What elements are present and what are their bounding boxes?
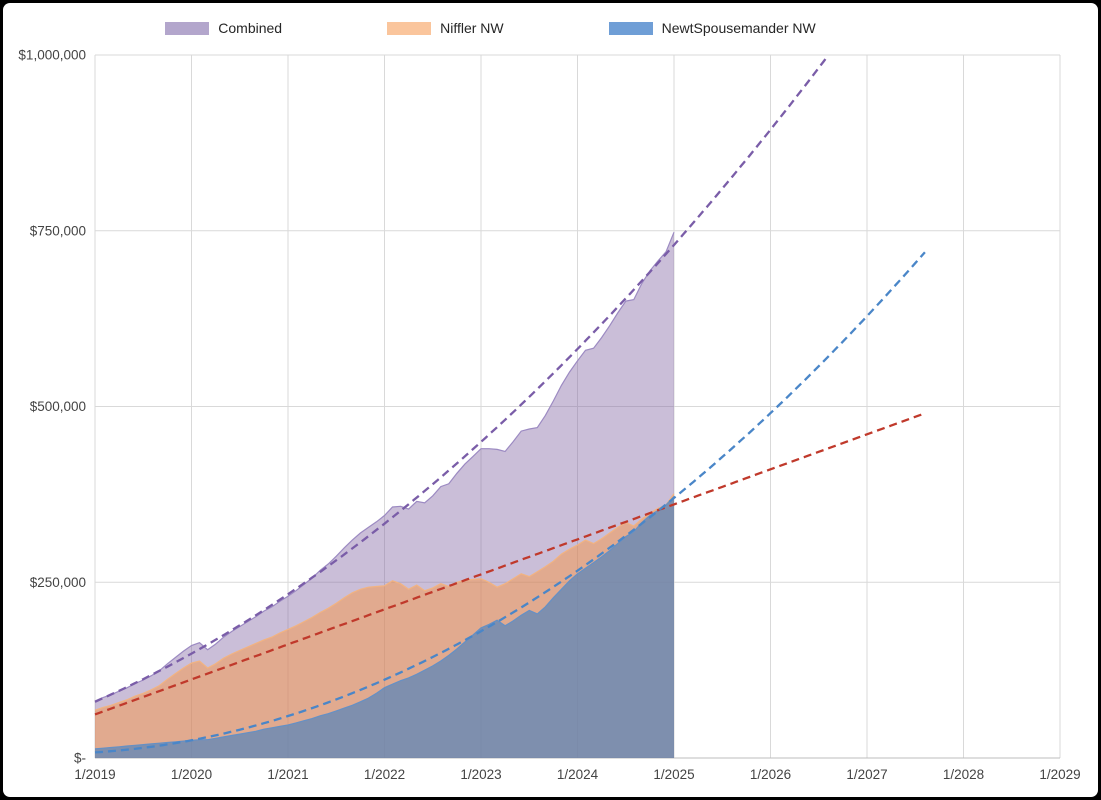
legend-item-niffler[interactable]: Niffler NW [387,20,504,36]
area-edge-combined [94,231,675,702]
chart-legend: Combined Niffler NW NewtSpousemander NW [3,20,978,36]
trendline-combined-trend[interactable] [94,54,830,703]
area-edge-niffler-nw [94,493,675,711]
area-series-newtspousemander-nw[interactable] [95,496,674,759]
x-tick-label: 1/2019 [74,767,115,782]
x-tick-label: 1/2025 [653,767,694,782]
x-tick-label: 1/2027 [846,767,887,782]
legend-label-newtspousemander: NewtSpousemander NW [661,20,816,36]
x-tick-label: 1/2021 [267,767,308,782]
x-tick-label: 1/2023 [460,767,501,782]
x-tick-label: 1/2020 [171,767,212,782]
legend-item-newtspousemander[interactable]: NewtSpousemander NW [608,20,816,36]
x-tick-label: 1/2026 [750,767,791,782]
y-tick-label: $1,000,000 [18,48,86,63]
chart-canvas: Combined Niffler NW NewtSpousemander NW … [3,3,1098,797]
y-tick-label: $500,000 [30,399,86,414]
legend-label-niffler: Niffler NW [440,20,504,36]
x-tick-label: 1/2022 [364,767,405,782]
x-tick-label: 1/2028 [943,767,984,782]
x-tick-label: 1/2024 [557,767,599,782]
trendline-niffler-nw-trend[interactable] [94,412,926,716]
y-tick-label: $- [74,751,86,766]
y-tick-label: $250,000 [30,575,86,590]
legend-swatch-newtspousemander [608,21,653,35]
x-tick-label: 1/2029 [1039,767,1080,782]
legend-swatch-niffler [387,21,432,35]
legend-label-combined: Combined [218,20,283,36]
legend-item-combined[interactable]: Combined [165,20,282,36]
legend-swatch-combined [165,21,210,35]
trendline-newtspousemander-nw-trend[interactable] [94,251,926,754]
net-worth-chart[interactable]: $- $250,000 $500,000 $750,000 $1,000,000 1/20… [3,3,1098,797]
y-tick-label: $750,000 [30,223,86,238]
